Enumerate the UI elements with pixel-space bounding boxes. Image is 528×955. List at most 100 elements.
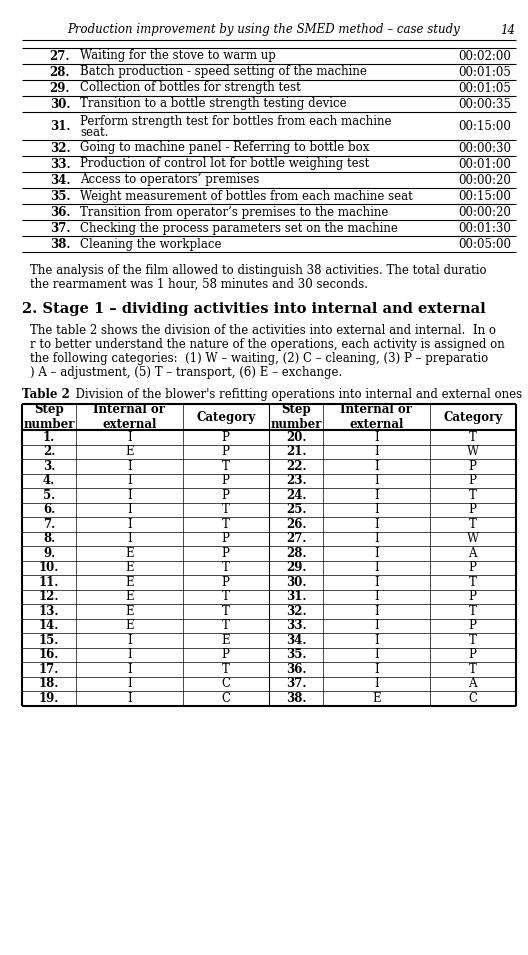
Text: I: I (374, 576, 379, 588)
Text: P: P (222, 648, 230, 661)
Text: Batch production - speed setting of the machine: Batch production - speed setting of the … (80, 66, 367, 78)
Text: I: I (374, 562, 379, 574)
Text: P: P (469, 459, 477, 473)
Text: 6.: 6. (43, 503, 55, 517)
Text: Step
number: Step number (270, 403, 322, 431)
Text: P: P (222, 445, 230, 458)
Text: 31.: 31. (286, 590, 306, 604)
Text: E: E (125, 547, 134, 560)
Text: I: I (374, 547, 379, 560)
Text: 00:00:30: 00:00:30 (458, 141, 511, 155)
Text: 22.: 22. (286, 459, 306, 473)
Text: 33.: 33. (50, 158, 70, 171)
Text: 00:01:05: 00:01:05 (458, 81, 511, 95)
Text: I: I (374, 459, 379, 473)
Text: T: T (469, 663, 477, 676)
Text: 31.: 31. (50, 119, 70, 133)
Text: I: I (374, 532, 379, 545)
Text: the following categories:  (1) W – waiting, (2) C – cleaning, (3) P – preparatio: the following categories: (1) W – waitin… (30, 352, 488, 365)
Text: P: P (469, 503, 477, 517)
Text: I: I (374, 648, 379, 661)
Text: 37.: 37. (50, 222, 70, 235)
Text: 30.: 30. (286, 576, 306, 588)
Text: Category: Category (443, 411, 503, 423)
Text: The table 2 shows the division of the activities into external and internal.  In: The table 2 shows the division of the ac… (30, 324, 496, 337)
Text: 14: 14 (500, 24, 515, 36)
Text: 32.: 32. (50, 141, 70, 155)
Text: 21.: 21. (286, 445, 306, 458)
Text: Waiting for the stove to warm up: Waiting for the stove to warm up (80, 50, 276, 62)
Text: 27.: 27. (286, 532, 306, 545)
Text: 24.: 24. (286, 489, 306, 501)
Text: I: I (374, 619, 379, 632)
Text: I: I (374, 518, 379, 531)
Text: I: I (127, 634, 132, 647)
Text: 13.: 13. (39, 605, 60, 618)
Text: I: I (374, 431, 379, 444)
Text: 28.: 28. (50, 66, 70, 78)
Text: 1.: 1. (43, 431, 55, 444)
Text: 38.: 38. (50, 238, 70, 250)
Text: I: I (127, 475, 132, 487)
Text: T: T (222, 590, 230, 604)
Text: 18.: 18. (39, 677, 59, 690)
Text: E: E (125, 619, 134, 632)
Text: T: T (222, 503, 230, 517)
Text: I: I (127, 431, 132, 444)
Text: E: E (125, 445, 134, 458)
Text: P: P (222, 431, 230, 444)
Text: I: I (127, 648, 132, 661)
Text: 27.: 27. (50, 50, 70, 62)
Text: P: P (222, 475, 230, 487)
Text: 4.: 4. (43, 475, 55, 487)
Text: 29.: 29. (50, 81, 70, 95)
Text: 26.: 26. (286, 518, 306, 531)
Text: 00:00:35: 00:00:35 (458, 97, 511, 111)
Text: T: T (222, 663, 230, 676)
Text: 38.: 38. (286, 691, 306, 705)
Text: 10.: 10. (39, 562, 59, 574)
Text: C: C (221, 691, 230, 705)
Text: T: T (222, 619, 230, 632)
Text: 33.: 33. (286, 619, 306, 632)
Text: P: P (222, 547, 230, 560)
Text: 00:05:00: 00:05:00 (458, 238, 511, 250)
Text: I: I (374, 489, 379, 501)
Text: E: E (221, 634, 230, 647)
Text: 00:02:00: 00:02:00 (458, 50, 511, 62)
Text: Going to machine panel - Referring to bottle box: Going to machine panel - Referring to bo… (80, 141, 370, 155)
Text: 23.: 23. (286, 475, 306, 487)
Text: I: I (374, 475, 379, 487)
Text: Access to operators’ premises: Access to operators’ premises (80, 174, 259, 186)
Text: P: P (469, 590, 477, 604)
Text: 36.: 36. (286, 663, 306, 676)
Text: Transition to a bottle strength testing device: Transition to a bottle strength testing … (80, 97, 346, 111)
Text: 5.: 5. (43, 489, 55, 501)
Text: I: I (127, 691, 132, 705)
Text: T: T (469, 489, 477, 501)
Text: P: P (222, 532, 230, 545)
Text: 00:00:20: 00:00:20 (458, 174, 511, 186)
Text: 34.: 34. (286, 634, 306, 647)
Text: 25.: 25. (286, 503, 306, 517)
Text: 28.: 28. (286, 547, 306, 560)
Text: T: T (469, 605, 477, 618)
Text: 3.: 3. (43, 459, 55, 473)
Text: I: I (374, 605, 379, 618)
Text: I: I (374, 590, 379, 604)
Text: 35.: 35. (286, 648, 306, 661)
Text: I: I (127, 663, 132, 676)
Text: T: T (469, 576, 477, 588)
Text: 19.: 19. (39, 691, 59, 705)
Text: 7.: 7. (43, 518, 55, 531)
Text: W: W (467, 532, 479, 545)
Text: E: E (125, 590, 134, 604)
Text: T: T (469, 431, 477, 444)
Text: Transition from operator’s premises to the machine: Transition from operator’s premises to t… (80, 205, 389, 219)
Text: 32.: 32. (286, 605, 306, 618)
Text: E: E (125, 605, 134, 618)
Text: P: P (469, 562, 477, 574)
Text: 35.: 35. (50, 189, 70, 202)
Text: Table 2: Table 2 (22, 388, 70, 401)
Text: I: I (127, 518, 132, 531)
